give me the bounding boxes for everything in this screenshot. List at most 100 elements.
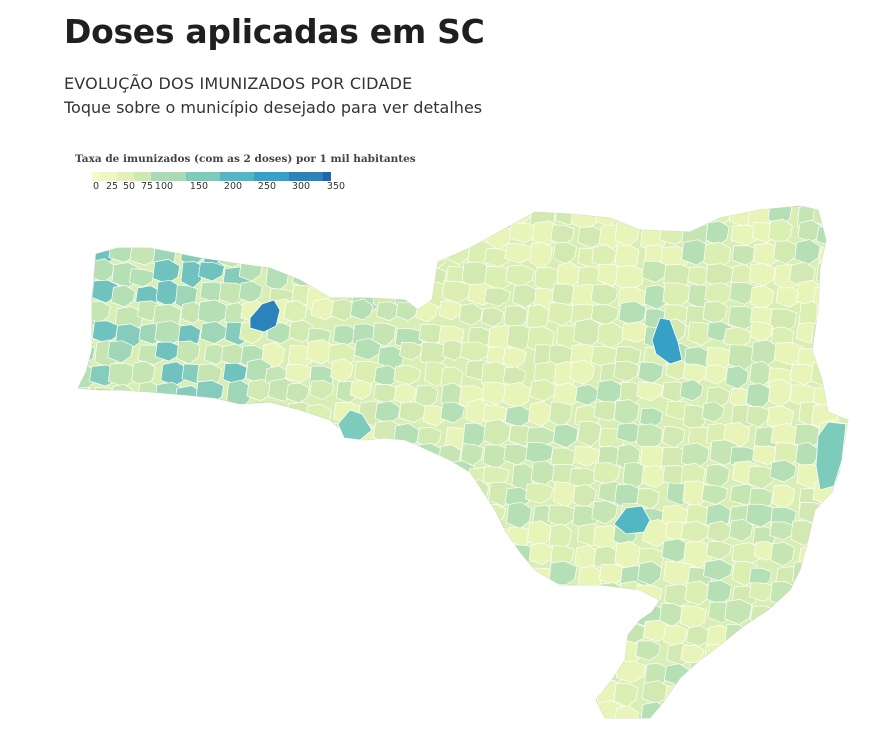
municipality[interactable] (794, 605, 819, 631)
municipality[interactable] (767, 199, 793, 226)
municipality[interactable] (552, 424, 579, 449)
municipality[interactable] (375, 679, 400, 702)
municipality[interactable] (529, 702, 557, 726)
municipality[interactable] (442, 567, 471, 588)
municipality[interactable] (466, 642, 491, 671)
municipality[interactable] (662, 700, 691, 728)
municipality[interactable] (416, 622, 446, 650)
municipality[interactable] (468, 625, 499, 647)
municipality[interactable] (789, 620, 819, 646)
municipality[interactable] (108, 563, 132, 588)
municipality[interactable] (288, 500, 313, 525)
municipality[interactable] (329, 243, 360, 270)
municipality[interactable] (92, 602, 119, 630)
municipality[interactable] (85, 706, 109, 731)
municipality[interactable] (615, 660, 647, 684)
municipality[interactable] (115, 439, 141, 460)
municipality[interactable] (203, 199, 233, 223)
municipality[interactable] (482, 404, 508, 426)
municipality[interactable] (416, 460, 441, 485)
municipality[interactable] (530, 583, 559, 605)
municipality[interactable] (576, 587, 600, 612)
municipality[interactable] (154, 607, 182, 633)
municipality[interactable] (107, 667, 132, 691)
municipality[interactable] (352, 239, 382, 268)
municipality[interactable] (242, 608, 273, 631)
municipality[interactable] (197, 220, 227, 245)
municipality[interactable] (768, 218, 793, 245)
municipality[interactable] (151, 704, 180, 726)
municipality[interactable] (355, 544, 382, 571)
municipality[interactable] (438, 703, 469, 730)
municipality[interactable] (283, 483, 313, 506)
municipality[interactable] (108, 205, 139, 231)
municipality[interactable] (130, 642, 154, 665)
municipality[interactable] (131, 360, 156, 387)
municipality[interactable] (524, 482, 554, 504)
municipality[interactable] (350, 565, 376, 586)
municipality[interactable] (283, 300, 308, 324)
municipality[interactable] (243, 665, 272, 691)
municipality[interactable] (554, 704, 579, 729)
municipality[interactable] (221, 599, 247, 624)
municipality[interactable] (243, 625, 273, 647)
municipality[interactable] (328, 263, 352, 290)
municipality[interactable] (305, 263, 337, 287)
municipality[interactable] (577, 420, 602, 448)
municipality[interactable] (730, 642, 754, 670)
municipality[interactable] (155, 459, 185, 484)
municipality[interactable] (547, 605, 572, 628)
municipality[interactable] (307, 559, 337, 583)
municipality[interactable] (175, 482, 203, 504)
municipality[interactable] (836, 359, 862, 384)
municipality[interactable] (64, 579, 94, 608)
municipality[interactable] (417, 586, 446, 611)
municipality[interactable] (129, 224, 155, 246)
municipality[interactable] (69, 387, 99, 409)
municipality[interactable] (243, 419, 267, 445)
municipality[interactable] (835, 585, 860, 610)
municipality[interactable] (63, 562, 89, 583)
municipality[interactable] (657, 202, 686, 222)
municipality[interactable] (181, 406, 212, 428)
municipality[interactable] (221, 665, 250, 690)
municipality[interactable] (706, 698, 737, 721)
municipality[interactable] (241, 644, 265, 672)
municipality[interactable] (414, 200, 442, 225)
municipality[interactable] (458, 303, 483, 326)
municipality[interactable] (354, 337, 382, 361)
municipality[interactable] (550, 544, 575, 568)
municipality[interactable] (590, 283, 619, 307)
municipality[interactable] (327, 643, 356, 669)
municipality[interactable] (155, 400, 179, 423)
municipality[interactable] (834, 243, 861, 264)
municipality[interactable] (66, 241, 89, 267)
municipality-cells[interactable] (63, 199, 870, 733)
municipality[interactable] (393, 364, 422, 386)
municipality[interactable] (70, 204, 101, 231)
municipality[interactable] (284, 604, 312, 632)
municipality[interactable] (679, 379, 704, 402)
municipality[interactable] (247, 403, 271, 432)
municipality[interactable] (200, 561, 229, 584)
municipality[interactable] (835, 523, 865, 544)
municipality[interactable] (245, 444, 270, 469)
municipality[interactable] (199, 680, 229, 705)
municipality[interactable] (436, 501, 463, 521)
municipality[interactable] (376, 702, 401, 729)
municipality[interactable] (349, 500, 378, 523)
municipality[interactable] (71, 643, 95, 670)
municipality[interactable] (613, 602, 638, 626)
municipality[interactable] (379, 585, 406, 611)
municipality[interactable] (725, 365, 749, 390)
municipality[interactable] (202, 425, 229, 444)
municipality[interactable] (130, 479, 159, 505)
municipality[interactable] (393, 268, 420, 290)
municipality[interactable] (794, 239, 821, 265)
municipality[interactable] (244, 542, 271, 568)
municipality-south-center[interactable] (613, 505, 651, 535)
municipality[interactable] (702, 300, 728, 325)
municipality[interactable] (840, 566, 870, 587)
municipality[interactable] (395, 222, 422, 248)
municipality[interactable] (438, 683, 462, 706)
